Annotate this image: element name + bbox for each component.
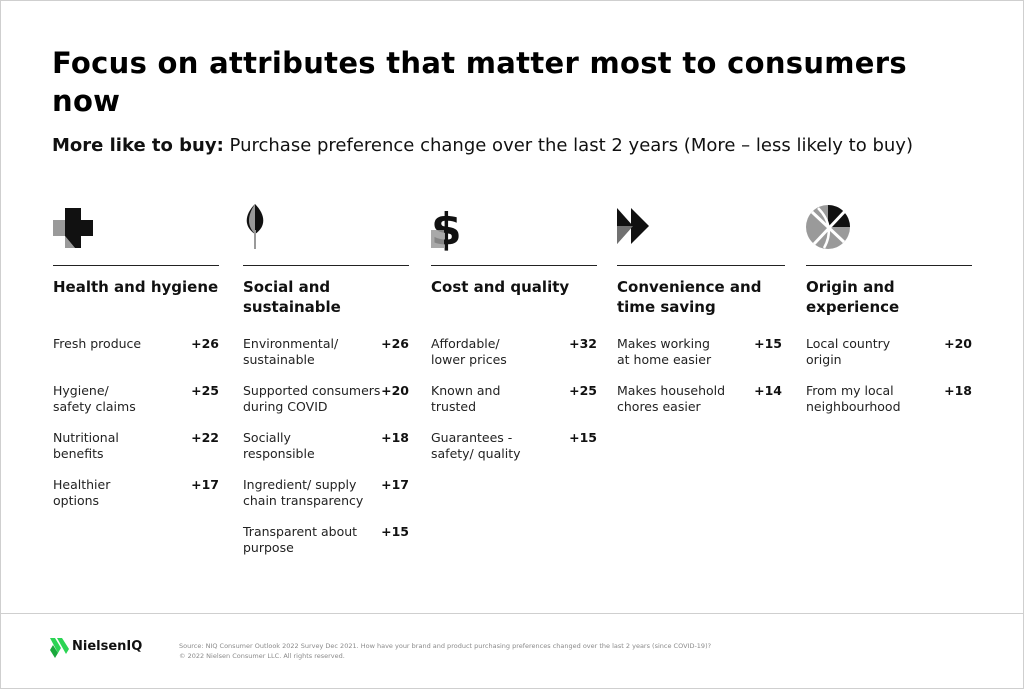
subtitle-bold: More like to buy: — [52, 135, 224, 156]
item-value: +15 — [754, 336, 782, 351]
item-label: Socially responsible — [243, 430, 315, 461]
column-rule — [431, 265, 597, 266]
column-heading: Origin and experience — [806, 278, 900, 316]
item-label: Makes household chores easier — [617, 383, 726, 414]
item-value: +17 — [381, 477, 409, 492]
nielseniq-logo: NielsenIQ — [50, 636, 160, 660]
item-value: +26 — [191, 336, 219, 351]
item-label: Known and trusted — [431, 383, 501, 414]
item-label: Ingredient/ supply chain transparency — [243, 477, 364, 508]
column-heading: Social and sustainable — [243, 278, 341, 316]
item-label: Local country origin — [806, 336, 891, 367]
column-heading: Convenience and time saving — [617, 278, 762, 316]
column-heading: Health and hygiene — [53, 278, 219, 296]
column-rule — [243, 265, 409, 266]
globe-icon — [806, 200, 852, 252]
copyright-line: © 2022 Nielsen Consumer LLC. All rights … — [179, 652, 345, 660]
source-note: Source: NIQ Consumer Outlook 2022 Survey… — [179, 641, 711, 661]
column-rule — [806, 265, 972, 266]
footer-divider — [1, 613, 1023, 614]
item-label: Nutritional benefits — [53, 430, 119, 461]
item-value: +15 — [569, 430, 597, 445]
item-value: +18 — [944, 383, 972, 398]
item-value: +20 — [944, 336, 972, 351]
item-label: Supported consumers during COVID — [243, 383, 381, 414]
item-value: +15 — [381, 524, 409, 539]
item-value: +25 — [191, 383, 219, 398]
item-value: +32 — [569, 336, 597, 351]
item-label: Healthier options — [53, 477, 111, 508]
item-value: +14 — [754, 383, 782, 398]
item-value: +26 — [381, 336, 409, 351]
fast-forward-icon — [617, 200, 663, 252]
cross-icon — [53, 200, 99, 252]
subtitle-rest: Purchase preference change over the last… — [223, 135, 913, 156]
logo-mark-icon — [50, 638, 69, 658]
column-heading: Cost and quality — [431, 278, 570, 296]
item-label: Environmental/ sustainable — [243, 336, 339, 367]
item-value: +22 — [191, 430, 219, 445]
column-rule — [617, 265, 785, 266]
item-value: +17 — [191, 477, 219, 492]
leaf-icon — [243, 200, 289, 252]
page-title: Focus on attributes that matter most to … — [52, 46, 907, 118]
subtitle: More like to buy: Purchase preference ch… — [52, 134, 913, 158]
column-rule — [53, 265, 219, 266]
source-line: Source: NIQ Consumer Outlook 2022 Survey… — [179, 642, 712, 650]
item-label: Fresh produce — [53, 336, 142, 351]
item-label: From my local neighbourhood — [806, 383, 901, 414]
logo-text: NielsenIQ — [72, 639, 143, 654]
item-value: +18 — [381, 430, 409, 445]
item-label: Hygiene/ safety claims — [53, 383, 136, 414]
item-label: Transparent about purpose — [243, 524, 358, 555]
item-value: +25 — [569, 383, 597, 398]
dollar-icon: $ — [431, 200, 477, 255]
item-label: Guarantees - safety/ quality — [431, 430, 521, 461]
item-value: +20 — [381, 383, 409, 398]
item-label: Affordable/ lower prices — [431, 336, 507, 367]
item-label: Makes working at home easier — [617, 336, 712, 367]
